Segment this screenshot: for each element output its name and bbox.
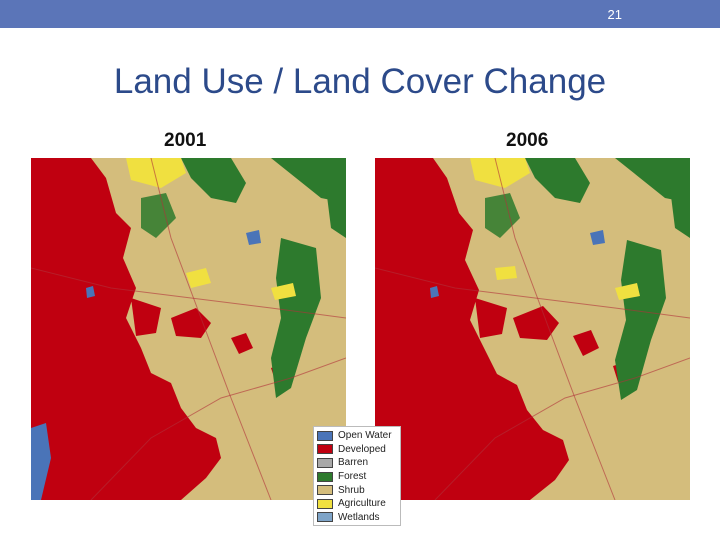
legend-swatch-barren xyxy=(317,457,333,468)
legend-swatch-forest xyxy=(317,471,333,482)
map-year-label-2001: 2001 xyxy=(164,130,207,151)
legend-item-barren: Barren xyxy=(317,456,397,470)
legend-item-shrub: Shrub xyxy=(317,483,397,497)
legend-item-open-water: Open Water xyxy=(317,429,397,443)
legend-swatch-open-water xyxy=(317,430,333,441)
legend-item-developed: Developed xyxy=(317,443,397,457)
legend-label-shrub: Shrub xyxy=(338,484,365,496)
legend-swatch-agriculture xyxy=(317,498,333,509)
legend-label-developed: Developed xyxy=(338,443,386,455)
legend-label-barren: Barren xyxy=(338,457,369,469)
legend-label-forest: Forest xyxy=(338,471,367,483)
land-cover-map-2006 xyxy=(375,158,690,500)
legend-item-agriculture: Agriculture xyxy=(317,497,397,511)
legend-label-open-water: Open Water xyxy=(338,430,392,442)
header-bar: 21 xyxy=(0,0,720,28)
map-2001-graphic xyxy=(31,158,346,500)
slide-title: Land Use / Land Cover Change xyxy=(113,62,607,101)
map-year-label-2006: 2006 xyxy=(506,130,549,151)
page-number: 21 xyxy=(607,7,622,22)
legend-label-agriculture: Agriculture xyxy=(338,498,386,510)
legend-swatch-wetlands xyxy=(317,512,333,523)
map-legend: Open Water Developed Barren Forest Shrub… xyxy=(313,426,401,526)
legend-swatch-shrub xyxy=(317,485,333,496)
legend-label-wetlands: Wetlands xyxy=(338,511,380,523)
map-2006-graphic xyxy=(375,158,690,500)
legend-swatch-developed xyxy=(317,444,333,455)
legend-item-wetlands: Wetlands xyxy=(317,511,397,525)
land-cover-map-2001 xyxy=(31,158,346,500)
legend-item-forest: Forest xyxy=(317,470,397,484)
